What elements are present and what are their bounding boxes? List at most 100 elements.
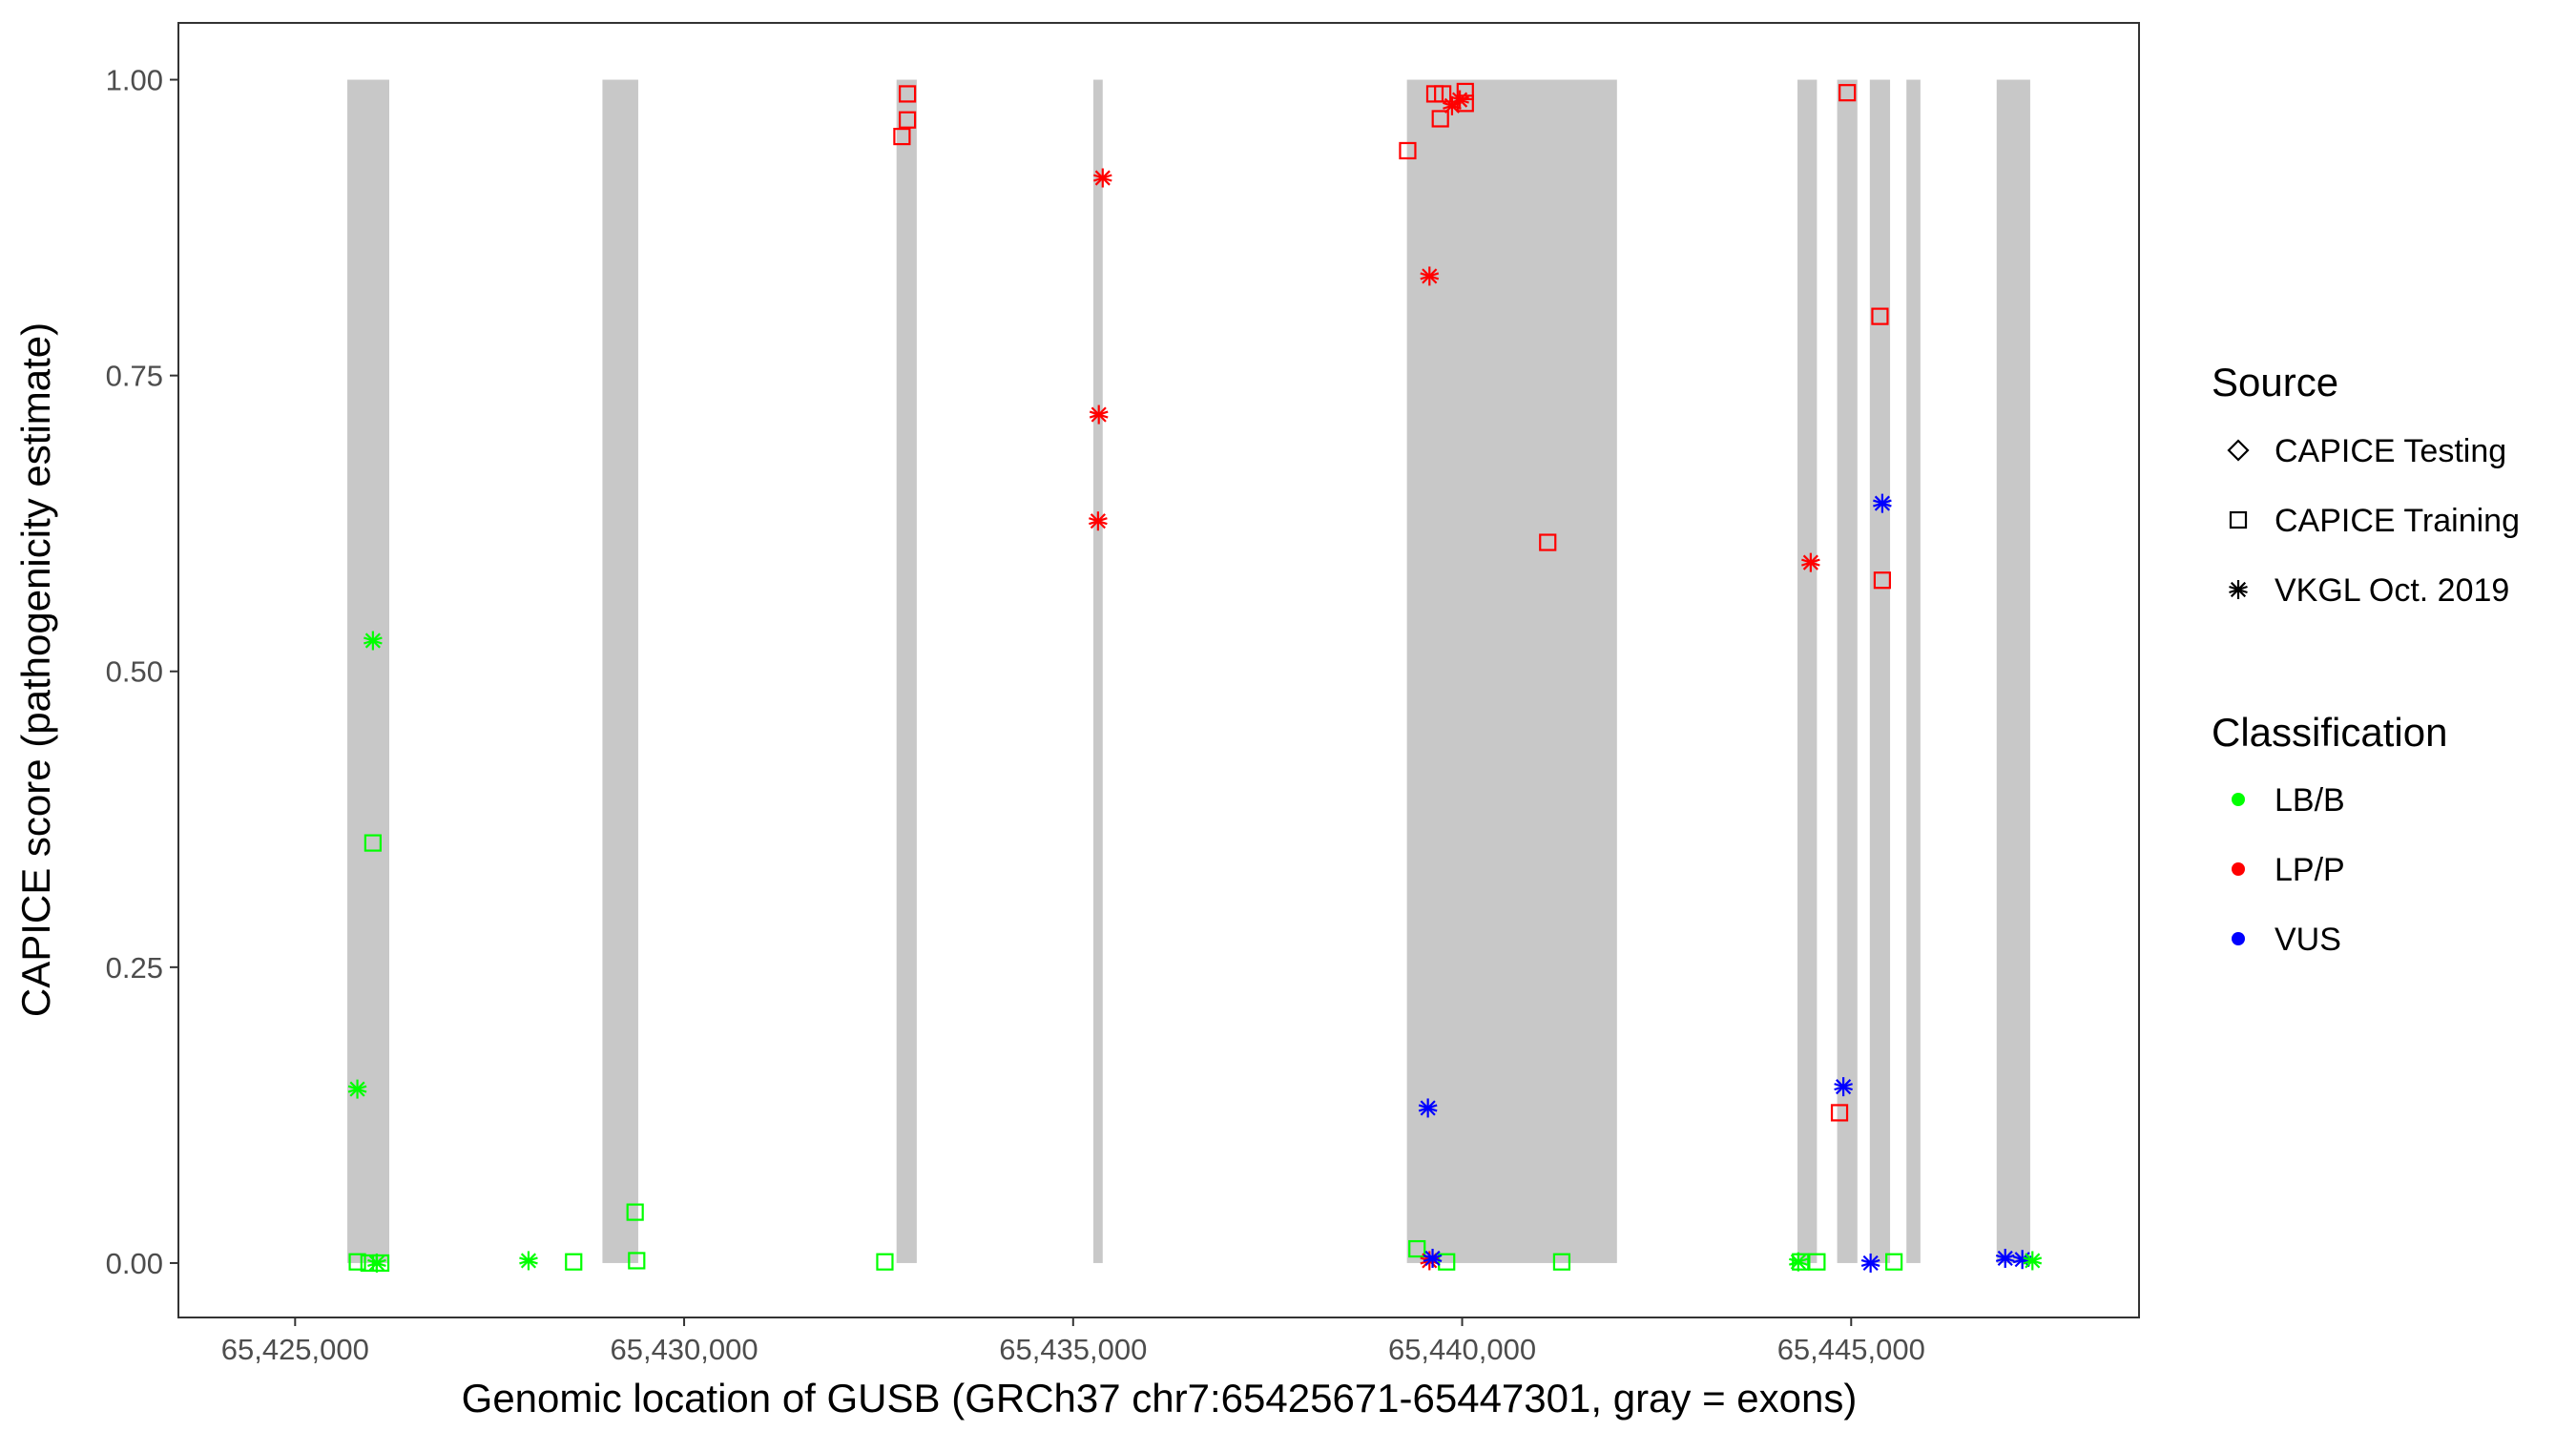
data-point xyxy=(1792,1253,1810,1271)
square-marker xyxy=(348,1253,366,1271)
data-point xyxy=(1399,141,1417,160)
legend-classification-label: LP/P xyxy=(2275,852,2345,888)
data-point xyxy=(1871,307,1889,325)
square-marker xyxy=(1830,1104,1849,1122)
square-marker xyxy=(371,1254,390,1273)
square-marker xyxy=(1552,1253,1571,1271)
x-tick-label: 65,445,000 xyxy=(1777,1333,1925,1366)
legend-source-title: Source xyxy=(2212,360,2338,404)
data-point xyxy=(1830,1104,1849,1122)
legend-source-label: CAPICE Training xyxy=(2275,503,2520,539)
exon-band xyxy=(1797,79,1818,1263)
asterisk-stroke xyxy=(1089,517,1108,526)
exon-band xyxy=(1837,79,1858,1263)
data-point xyxy=(565,1253,583,1271)
square-marker xyxy=(1873,571,1891,590)
data-point xyxy=(364,834,382,852)
x-tick-label: 65,430,000 xyxy=(610,1333,758,1366)
square-marker xyxy=(364,834,382,852)
asterisk-stroke xyxy=(2229,585,2248,594)
asterisk-stroke xyxy=(519,1256,538,1265)
square-marker xyxy=(1434,85,1452,103)
asterisk-stroke xyxy=(1420,272,1440,280)
square-marker xyxy=(1808,1253,1826,1271)
asterisk-stroke xyxy=(1089,410,1109,419)
square-marker xyxy=(899,111,917,129)
asterisk-stroke xyxy=(1995,1254,2015,1263)
asterisk-stroke xyxy=(1834,1083,1853,1091)
plot-border xyxy=(177,22,2140,1318)
data-point xyxy=(1995,1248,2015,1268)
exon-band xyxy=(1906,79,1921,1263)
dot-marker xyxy=(2232,793,2245,806)
exon-band xyxy=(896,79,917,1263)
data-point xyxy=(1408,1239,1426,1258)
data-point xyxy=(1539,533,1557,551)
data-point xyxy=(1450,90,1469,110)
asterisk-stroke xyxy=(1860,1258,1880,1267)
dot-marker xyxy=(2232,862,2245,876)
asterisk-stroke xyxy=(1092,174,1112,182)
square-marker xyxy=(893,127,911,146)
square-marker xyxy=(626,1203,644,1221)
y-tick-label: 0.50 xyxy=(106,655,163,689)
data-point xyxy=(1434,85,1452,103)
x-tick-label: 65,435,000 xyxy=(999,1333,1147,1366)
square-marker xyxy=(899,85,917,103)
legend-classification-title: Classification xyxy=(2212,710,2447,755)
asterisk-stroke xyxy=(1418,1104,1438,1112)
dot-marker xyxy=(2232,932,2245,945)
x-axis-title: Genomic location of GUSB (GRCh37 chr7:65… xyxy=(462,1376,1858,1421)
data-point xyxy=(1418,1098,1438,1118)
exon-band xyxy=(1093,79,1103,1263)
square-marker xyxy=(1399,141,1417,160)
square-marker xyxy=(1839,84,1857,102)
data-point xyxy=(626,1203,644,1221)
data-point xyxy=(1801,552,1820,572)
data-point xyxy=(1839,84,1857,102)
y-axis-title: CAPICE score (pathogenicity estimate) xyxy=(13,322,58,1017)
square-marker xyxy=(1792,1253,1810,1271)
legend-source-key xyxy=(2229,580,2248,599)
data-point xyxy=(1089,404,1109,425)
square-marker xyxy=(1438,1253,1456,1271)
legend-classification-label: LB/B xyxy=(2275,782,2345,819)
data-point xyxy=(628,1252,646,1270)
y-tick-label: 1.00 xyxy=(106,64,163,97)
exon-bands xyxy=(347,79,2030,1263)
legend-source-key xyxy=(2227,439,2250,462)
x-tick-label: 65,440,000 xyxy=(1388,1333,1536,1366)
asterisk-stroke xyxy=(347,1085,367,1093)
legend-source-label: VKGL Oct. 2019 xyxy=(2275,572,2509,609)
data-point xyxy=(1860,1253,1880,1273)
exon-band xyxy=(1869,79,1891,1263)
legend-classification-key xyxy=(2232,932,2245,945)
legend-source-key xyxy=(2229,510,2248,529)
asterisk-stroke xyxy=(1423,1254,1443,1263)
data-point xyxy=(899,111,917,129)
data-point xyxy=(1420,266,1440,286)
asterisk-stroke xyxy=(364,636,383,645)
data-point xyxy=(1431,110,1449,128)
asterisk-stroke xyxy=(367,1258,386,1267)
data-point xyxy=(893,127,911,146)
y-tick-label: 0.25 xyxy=(106,951,163,985)
square-marker xyxy=(628,1252,646,1270)
legend-classification-label: VUS xyxy=(2275,922,2341,958)
data-points xyxy=(347,82,2043,1273)
data-point xyxy=(899,85,917,103)
data-point xyxy=(1552,1253,1571,1271)
data-point xyxy=(1423,1248,1443,1268)
x-tick-label: 65,425,000 xyxy=(221,1333,369,1366)
data-point xyxy=(1808,1253,1826,1271)
asterisk-stroke xyxy=(1801,558,1820,567)
data-point xyxy=(519,1251,538,1271)
y-tick-label: 0.00 xyxy=(106,1247,163,1280)
data-point xyxy=(876,1253,894,1271)
exon-band xyxy=(1996,79,2030,1263)
data-point xyxy=(1834,1077,1853,1097)
asterisk-stroke xyxy=(1450,95,1469,104)
data-point xyxy=(2023,1251,2043,1271)
y-tick-label: 0.75 xyxy=(106,360,163,393)
